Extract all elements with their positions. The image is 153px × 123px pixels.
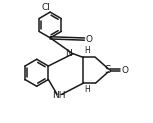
Text: S: S bbox=[104, 65, 111, 75]
Text: NH: NH bbox=[53, 91, 66, 100]
Text: N: N bbox=[65, 49, 72, 58]
Text: O: O bbox=[122, 66, 129, 75]
Text: H: H bbox=[84, 85, 90, 94]
Text: O: O bbox=[86, 35, 93, 44]
Text: Cl: Cl bbox=[41, 2, 50, 12]
Text: H: H bbox=[84, 46, 90, 55]
